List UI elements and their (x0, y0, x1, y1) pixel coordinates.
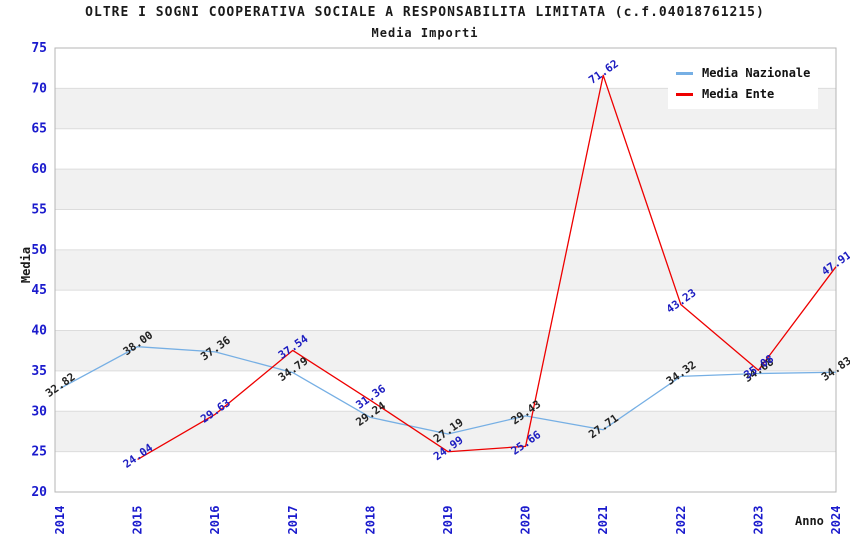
series-line-media-ente (137, 74, 837, 460)
plot-border (54, 47, 837, 493)
y-tick-label: 60 (31, 162, 47, 177)
series-line-media-nazionale (59, 346, 837, 435)
y-tick-label: 35 (31, 364, 47, 379)
x-tick-label: 2016 (208, 506, 222, 535)
x-axis-title: Anno (795, 514, 824, 528)
x-tick-label: 2019 (441, 506, 455, 535)
ente-line-swatch-icon (676, 92, 693, 96)
legend-item-media-ente: Media Ente (676, 87, 812, 101)
legend-item-media-nazionale: Media Nazionale (676, 66, 812, 80)
y-axis-title: Media (19, 246, 33, 284)
y-tick-label: 55 (31, 202, 47, 217)
chart-subtitle: Media Importi (371, 26, 479, 40)
legend: Media Nazionale Media Ente (668, 57, 818, 109)
x-tick-label: 2022 (674, 506, 688, 535)
y-tick-label: 25 (31, 445, 47, 460)
grid-band (55, 169, 836, 210)
y-tick-label: 70 (31, 81, 47, 96)
legend-label: Media Ente (702, 87, 775, 101)
y-tick-label: 75 (31, 41, 47, 56)
y-tick-label: 20 (31, 485, 47, 500)
nazionale-line-swatch-icon (676, 71, 693, 75)
y-tick-label: 30 (31, 404, 47, 419)
x-tick-label: 2014 (53, 506, 67, 535)
y-tick-label: 65 (31, 122, 47, 137)
grid-band (55, 330, 836, 371)
grid-band (55, 249, 836, 291)
data-label: 43.23 (664, 286, 699, 316)
x-tick-label: 2023 (751, 506, 765, 535)
legend-label: Media Nazionale (702, 66, 811, 80)
x-tick-label: 2018 (363, 506, 377, 535)
y-tick-label: 50 (31, 243, 47, 258)
y-tick-label: 40 (31, 324, 47, 339)
x-tick-label: 2021 (596, 506, 610, 535)
x-tick-label: 2015 (131, 506, 145, 535)
chart-title: OLTRE I SOGNI COOPERATIVA SOCIALE A RESP… (85, 5, 765, 20)
y-tick-label: 45 (31, 283, 47, 298)
x-tick-label: 2017 (286, 506, 300, 535)
data-label: 71.62 (586, 57, 621, 87)
data-label: 32.82 (43, 370, 78, 400)
x-tick-label: 2020 (519, 506, 533, 535)
x-tick-label: 2024 (829, 506, 843, 535)
